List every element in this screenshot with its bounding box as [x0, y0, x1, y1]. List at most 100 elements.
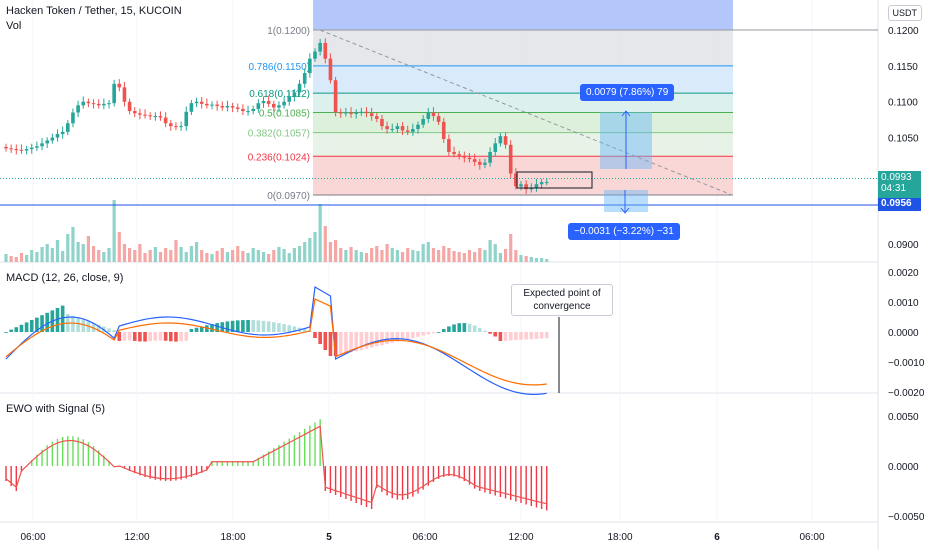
candle-body: [199, 101, 204, 104]
candle-body: [447, 139, 451, 152]
macd-histogram-bar: [333, 332, 338, 356]
volume-bar: [380, 250, 384, 262]
volume-bar: [313, 232, 317, 262]
ewo-bar: [458, 466, 460, 479]
candle-body: [534, 184, 539, 188]
convergence-annotation[interactable]: Expected point of convergence: [511, 284, 613, 316]
candle-body: [148, 115, 152, 117]
candle-body: [102, 103, 106, 106]
ewo-bar: [226, 461, 229, 466]
ewo-bar: [144, 466, 146, 478]
volume-bar: [112, 200, 116, 262]
volume-bar: [334, 240, 338, 262]
ewo-bar: [216, 461, 218, 466]
candle-body: [163, 117, 168, 124]
volume-bar: [133, 250, 137, 262]
ewo-bar: [273, 448, 275, 466]
candle-body: [354, 112, 358, 114]
ewo-label: EWO with Signal (5): [6, 403, 106, 415]
macd-histogram-bar: [544, 332, 549, 339]
volume-bar: [282, 249, 286, 262]
measure-down-label[interactable]: −0.0031 (−3.22%) −31: [568, 223, 680, 240]
ewo-bar: [437, 466, 440, 479]
ewo-bar: [10, 466, 12, 486]
volume-bar: [128, 248, 132, 262]
macd-histogram-bar: [452, 324, 456, 332]
ewo-bar: [309, 425, 311, 466]
candle-body: [302, 73, 307, 84]
candle-body: [194, 101, 199, 104]
volume-bar: [514, 250, 518, 262]
volume-bar: [395, 250, 399, 262]
candles: [4, 38, 549, 194]
macd-histogram-bar: [76, 317, 80, 332]
candle-body: [179, 126, 183, 128]
ewo-bar: [468, 466, 471, 485]
candle-body: [349, 112, 353, 114]
candle-body: [96, 103, 101, 106]
candle-body: [297, 83, 302, 93]
candle-body: [452, 151, 456, 155]
volume-bar: [524, 256, 528, 262]
volume-bar: [370, 248, 374, 262]
macd-histogram-bar: [112, 330, 116, 332]
macd-histogram-bar: [24, 322, 29, 332]
measure-up-head: [621, 110, 631, 117]
ewo-bar: [546, 466, 548, 511]
candle-body: [107, 103, 111, 105]
ewo-bar: [396, 466, 399, 500]
macd-histogram-bar: [385, 332, 389, 344]
ewo-bar: [319, 419, 321, 466]
ewo-bar: [350, 466, 352, 501]
candle-body: [225, 106, 230, 108]
ewo-bar: [51, 441, 54, 466]
ewo-bar: [108, 461, 110, 466]
macd-histogram-bar: [447, 326, 451, 332]
ewo-axis-label: −0.0050: [888, 512, 925, 523]
last-price: 0.0993: [881, 172, 912, 183]
macd-axis-label: 0.0020: [888, 268, 919, 279]
axes: 06:00 12:00 18:00 5 06:00 12:00 18:00 6 06:00 0.1…: [20, 26, 924, 543]
ewo-bar: [314, 422, 316, 466]
ewo-bar: [401, 466, 404, 500]
macd-histogram-bar: [359, 332, 364, 350]
ewo-bar: [170, 466, 172, 481]
volume-bar: [287, 253, 291, 262]
candle-body: [60, 131, 65, 135]
measure-up-label[interactable]: 0.0079 (7.86%) 79: [580, 84, 675, 101]
price-axis-label: 0.1150: [888, 62, 918, 73]
macd-histogram-bar: [55, 308, 60, 332]
ewo-bar: [123, 466, 126, 469]
ewo-signal-line: [5, 425, 547, 505]
currency-button[interactable]: USDT: [887, 5, 922, 21]
ewo-bar: [360, 466, 363, 505]
candle-body: [478, 162, 482, 165]
macd-histogram-bar: [498, 332, 503, 341]
time-tick-label: 06:00: [20, 532, 45, 543]
candle-body: [472, 159, 477, 162]
candle-body: [400, 126, 405, 131]
ewo-bar: [340, 466, 342, 497]
volume-bar: [164, 248, 168, 262]
macd-histogram-bar: [349, 332, 353, 353]
ewo-bar: [494, 466, 496, 496]
candle-body: [421, 118, 425, 125]
ewo-bar: [237, 461, 239, 466]
candle-body: [313, 51, 317, 59]
volume-bar: [292, 248, 296, 262]
ewo-bar: [36, 454, 38, 466]
macd-histogram-bar: [472, 325, 477, 332]
volume-bar: [354, 250, 358, 262]
macd-histogram-bar: [405, 332, 410, 340]
volume-bar: [231, 250, 235, 262]
fib-band: [313, 156, 733, 195]
ewo-bar: [334, 466, 337, 495]
volume-bar: [107, 248, 111, 262]
ewo-bar: [82, 439, 84, 466]
fib-level-label: 0(0.0970): [267, 191, 310, 202]
macd-histogram-bar: [436, 332, 441, 333]
macd-histogram-bar: [390, 332, 395, 343]
macd-histogram-bar: [364, 332, 369, 349]
candle-body: [431, 112, 436, 117]
